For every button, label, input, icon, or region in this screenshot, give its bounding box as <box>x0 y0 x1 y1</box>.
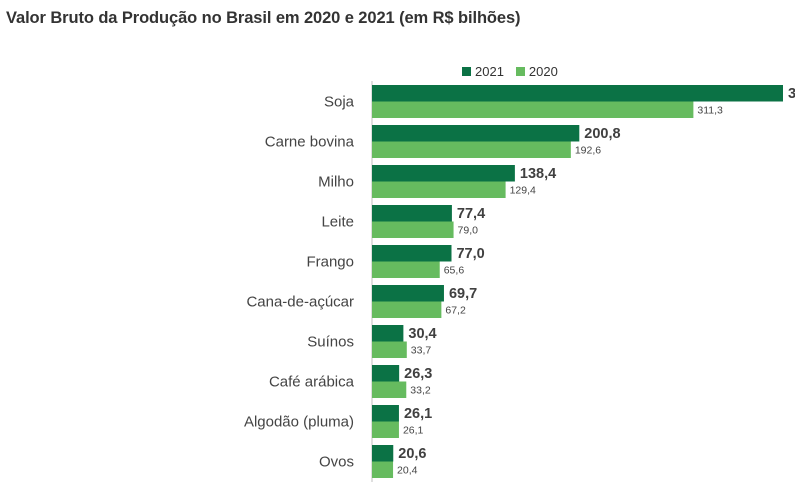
category-label: Ovos <box>319 454 354 471</box>
category-label: Cana-de-açúcar <box>246 294 354 311</box>
bar-2021 <box>372 245 452 262</box>
data-label-2020: 311,3 <box>697 105 723 117</box>
category-label: Carne bovina <box>265 134 355 151</box>
data-label-2020: 33,7 <box>411 345 432 357</box>
data-label-2020: 79,0 <box>458 225 479 237</box>
data-label-2021: 200,8 <box>584 126 620 142</box>
data-label-2020: 33,2 <box>410 385 431 397</box>
data-label-2020: 192,6 <box>575 145 601 157</box>
legend-item-2021: 2021 <box>462 64 504 79</box>
bar-2021 <box>372 325 404 342</box>
legend-label-2021: 2021 <box>475 64 504 79</box>
category-label: Café arábica <box>269 374 355 391</box>
category-label: Frango <box>306 254 354 271</box>
legend-label-2020: 2020 <box>528 64 558 79</box>
bar-2020 <box>372 141 571 158</box>
bar-2020 <box>372 101 694 118</box>
chart-title: Valor Bruto da Produção no Brasil em 202… <box>6 9 521 27</box>
bar-2021 <box>372 285 444 302</box>
bar-2020 <box>372 261 440 278</box>
bar-2020 <box>372 301 442 318</box>
data-label-2021: 69,7 <box>449 286 477 302</box>
data-label-2021: 138,4 <box>520 166 556 182</box>
bar-2020 <box>372 341 407 358</box>
data-label-2021: 20,6 <box>398 446 426 462</box>
bar-2021 <box>372 405 399 422</box>
data-label-2021: 77,0 <box>456 246 484 262</box>
category-label: Milho <box>318 174 354 191</box>
bar-2021 <box>372 365 400 382</box>
bar-2021 <box>372 85 783 102</box>
bar-2020 <box>372 381 407 398</box>
data-label-2021: 26,3 <box>404 366 432 382</box>
data-label-2021: 398,1 <box>788 86 795 102</box>
data-label-2020: 65,6 <box>444 265 465 277</box>
legend-swatch-2021 <box>462 67 471 76</box>
bar-2020 <box>372 421 399 438</box>
category-label: Suínos <box>307 334 354 351</box>
category-label: Soja <box>324 94 355 111</box>
data-label-2020: 20,4 <box>397 465 418 477</box>
bar-2020 <box>372 221 454 238</box>
data-label-2020: 26,1 <box>403 425 424 437</box>
bar-2021 <box>372 445 394 462</box>
data-label-2021: 30,4 <box>408 326 436 342</box>
bar-2020 <box>372 461 394 478</box>
legend-swatch-2020 <box>515 67 525 76</box>
legend-item-2020: 2020 <box>515 64 558 79</box>
bar-2021 <box>372 205 452 222</box>
data-label-2020: 129,4 <box>510 185 536 197</box>
bar-2021 <box>372 165 515 182</box>
category-label: Leite <box>321 214 354 231</box>
legend: 2021 2020 <box>462 64 570 79</box>
data-label-2020: 67,2 <box>445 305 466 317</box>
category-label: Algodão (pluma) <box>244 414 354 431</box>
bar-2021 <box>372 125 580 142</box>
data-label-2021: 26,1 <box>404 406 432 422</box>
bar-2020 <box>372 181 506 198</box>
data-label-2021: 77,4 <box>457 206 485 222</box>
